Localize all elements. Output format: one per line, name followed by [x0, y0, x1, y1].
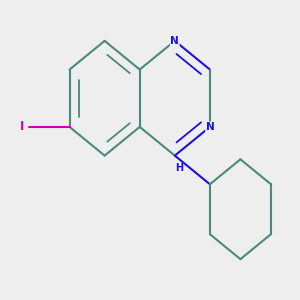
Text: I: I — [20, 120, 24, 134]
Text: N: N — [206, 122, 214, 132]
Text: N: N — [170, 36, 179, 46]
Text: H: H — [175, 164, 183, 173]
